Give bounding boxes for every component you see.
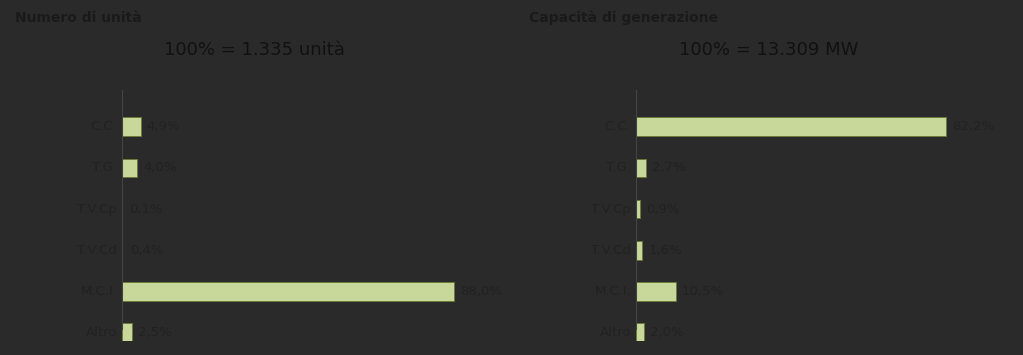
Text: M.C.I.: M.C.I. (594, 285, 631, 298)
Text: 100% = 13.309 MW: 100% = 13.309 MW (679, 42, 858, 59)
Text: Capacità di generazione: Capacità di generazione (529, 11, 718, 25)
Text: 4,9%: 4,9% (146, 120, 180, 133)
Text: 10,5%: 10,5% (681, 285, 724, 298)
Bar (636, 282, 676, 301)
Bar (636, 323, 643, 342)
Text: 2,7%: 2,7% (653, 162, 686, 174)
Text: C.C.: C.C. (90, 120, 117, 133)
Bar (636, 118, 946, 136)
Bar (122, 159, 137, 177)
Text: 4,0%: 4,0% (143, 162, 177, 174)
Text: M.C.I.: M.C.I. (81, 285, 117, 298)
Text: 88,0%: 88,0% (459, 285, 501, 298)
Text: C.C.: C.C. (605, 120, 631, 133)
Bar (636, 159, 647, 177)
Text: T.V.Cd: T.V.Cd (591, 244, 631, 257)
Text: T.V.Cd: T.V.Cd (77, 244, 117, 257)
Text: 0,4%: 0,4% (130, 244, 164, 257)
Text: 100% = 1.335 unità: 100% = 1.335 unità (164, 42, 345, 59)
Text: 0,9%: 0,9% (646, 203, 679, 215)
Bar (122, 118, 140, 136)
Text: T.G.: T.G. (92, 162, 117, 174)
Bar (122, 282, 453, 301)
Text: 0,1%: 0,1% (129, 203, 163, 215)
Bar (636, 200, 639, 218)
Text: 1,6%: 1,6% (649, 244, 682, 257)
Bar (636, 241, 642, 260)
Text: T.V.Cp: T.V.Cp (77, 203, 117, 215)
Text: T.V.Cp: T.V.Cp (591, 203, 631, 215)
Text: 82,2%: 82,2% (951, 120, 994, 133)
Text: 2,0%: 2,0% (650, 326, 683, 339)
Text: Altro: Altro (599, 326, 631, 339)
Text: T.G.: T.G. (606, 162, 631, 174)
Text: 2,5%: 2,5% (138, 326, 172, 339)
Text: Numero di unità: Numero di unità (15, 11, 142, 25)
Text: Altro: Altro (86, 326, 117, 339)
Bar (122, 323, 132, 342)
